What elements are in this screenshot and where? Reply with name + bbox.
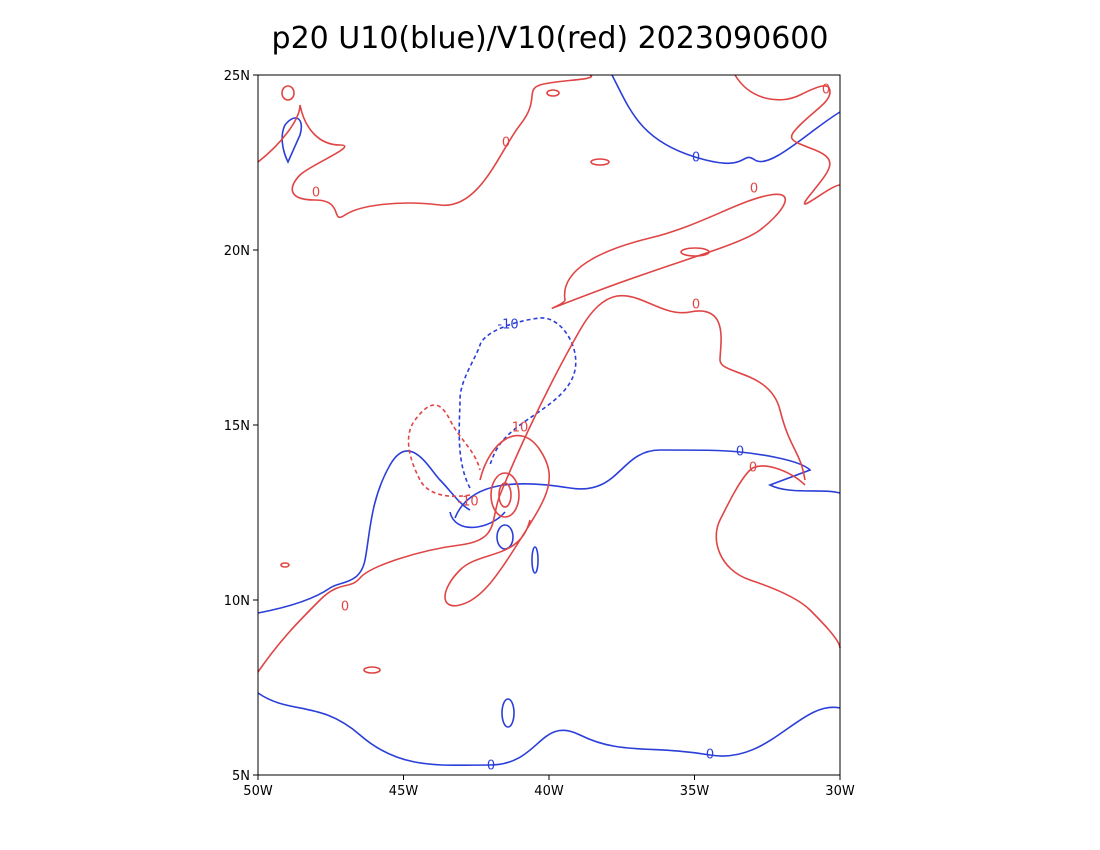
v10-contours — [257, 74, 841, 674]
u10-contours — [257, 74, 841, 767]
contour-labels: 0 0 0 0 -10 0 0 0 0 0 0 0 10 -10 — [312, 83, 830, 774]
x-tick-label: 50W — [243, 784, 273, 799]
contour-label: 0 — [706, 748, 714, 763]
y-tick-label: 15N — [224, 419, 250, 434]
plot-frame — [257, 74, 841, 776]
contour-label: 0 — [750, 182, 758, 197]
contour-label: 0 — [692, 151, 700, 166]
x-tick-label: 45W — [389, 784, 419, 799]
y-tick-label: 5N — [232, 769, 250, 784]
x-tick-label: 40W — [534, 784, 564, 799]
y-tick-label: 25N — [224, 69, 250, 84]
x-tick-label: 35W — [680, 784, 710, 799]
contour-label: 0 — [341, 600, 349, 615]
contour-label: -10 — [497, 318, 518, 333]
contour-label: 0 — [692, 298, 700, 313]
contour-label: 0 — [487, 759, 495, 774]
y-tick-label: 20N — [224, 244, 250, 259]
x-tick-label: 30W — [825, 784, 855, 799]
contour-label: 0 — [822, 83, 830, 98]
contour-label: 0 — [736, 445, 744, 460]
contour-label: 0 — [312, 186, 320, 201]
contour-label: 0 — [502, 136, 510, 151]
contour-label: 10 — [512, 421, 529, 436]
contour-label: -10 — [457, 495, 478, 510]
y-tick-label: 10N — [224, 594, 250, 609]
contour-label: 0 — [749, 461, 757, 476]
chart-title: p20 U10(blue)/V10(red) 2023090600 — [272, 21, 829, 56]
